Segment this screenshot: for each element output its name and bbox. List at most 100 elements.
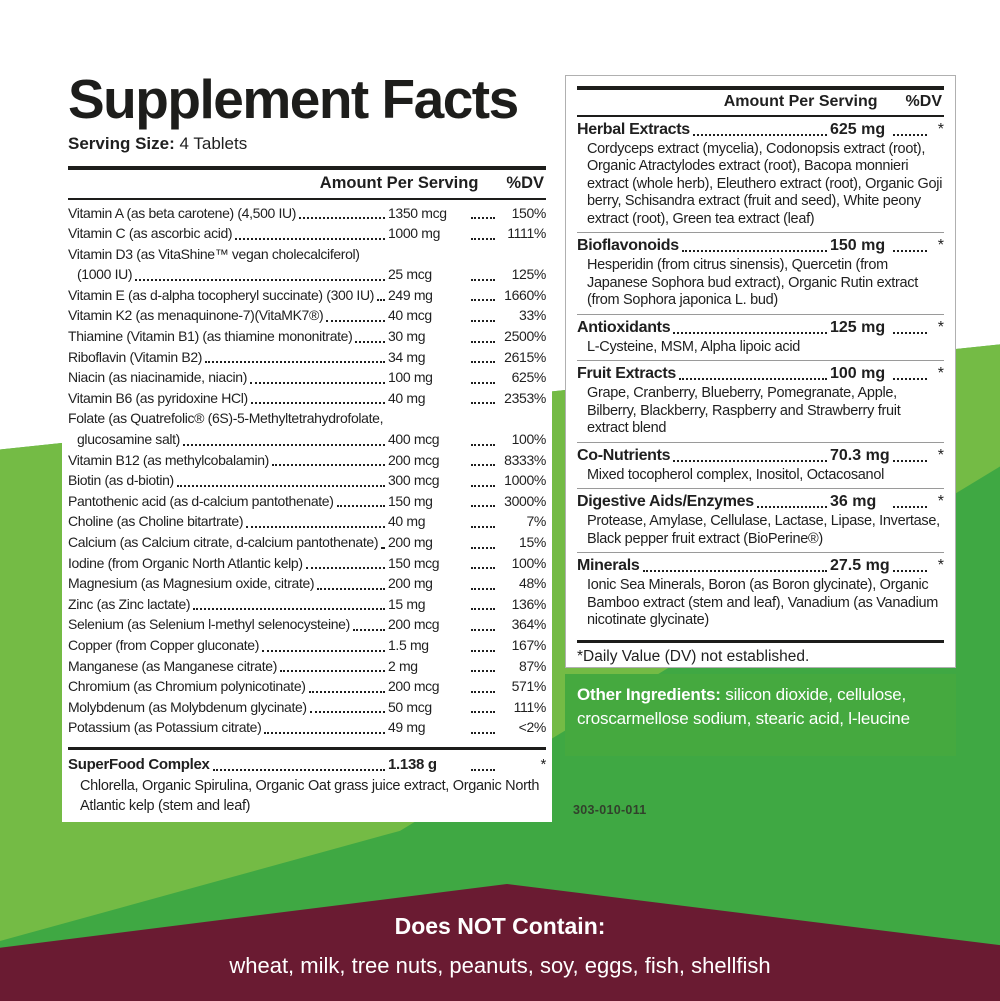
dot-leader (326, 320, 385, 323)
other-ingredients-label: Other Ingredients: (577, 685, 721, 704)
dot-leader (336, 505, 385, 508)
nutrient-dv: 87% (519, 657, 546, 674)
table-row: Chromium (as Chromium polynicotinate) 20… (68, 676, 546, 697)
table-row: Zinc (as Zinc lactate) 15 mg 136% (68, 594, 546, 615)
table-row: Vitamin C (as ascorbic acid) 1000 mg 111… (68, 223, 546, 244)
nutrient-name: Chromium (as Chromium polynicotinate) (68, 678, 306, 695)
dot-leader (250, 402, 385, 405)
table-row: Biotin (as d-biotin) 300 mcg 1000% (68, 470, 546, 491)
dot-leader (471, 505, 495, 508)
dot-leader (471, 526, 495, 528)
dot-leader (381, 546, 385, 549)
nutrient-dv: 1111% (507, 225, 546, 242)
dot-leader (193, 608, 385, 611)
nutrient-amount: 15 mg (388, 595, 426, 612)
dot-leader (471, 299, 495, 302)
dot-leader (262, 649, 385, 652)
dot-leader (893, 378, 927, 380)
dot-leader (471, 608, 495, 611)
nutrient-amount: 200 mcg (388, 678, 440, 695)
dot-leader (355, 340, 385, 343)
dot-leader (471, 237, 495, 240)
nutrient-dv: 33% (519, 307, 546, 324)
divider (68, 166, 546, 170)
nutrient-dv: 2353% (504, 389, 546, 406)
nutrient-amount: 200 mg (388, 575, 433, 592)
section-row: Co-Nutrients 70.3 mg * Mixed tocopherol … (577, 443, 944, 489)
nutrient-name: Vitamin D3 (as VitaShine™ vegan cholecal… (68, 245, 360, 262)
dot-leader (308, 690, 385, 693)
table-row: Pantothenic acid (as d-calcium pantothen… (68, 491, 546, 512)
nutrient-dv: 571% (511, 678, 547, 695)
dot-leader (471, 484, 495, 487)
nutrient-name: Biotin (as d-biotin) (68, 472, 174, 489)
nutrient-amount: 25 mcg (388, 266, 432, 283)
dot-leader (212, 769, 385, 772)
section-amount: 625 mg (830, 120, 886, 138)
nutrient-amount: 2 mg (388, 657, 418, 674)
dot-leader (309, 711, 385, 714)
dot-leader (250, 381, 385, 384)
table-row: Iodine (from Organic North Atlantic kelp… (68, 553, 546, 574)
dot-leader (471, 711, 495, 714)
dot-leader (471, 731, 495, 734)
dot-leader (642, 570, 827, 572)
nutrient-amount: 49 mg (388, 719, 426, 736)
dot-leader (673, 459, 827, 462)
dot-leader (756, 506, 827, 508)
dot-leader (271, 464, 385, 467)
other-ingredients-text: silicon dioxide, cellulose, croscarmello… (577, 685, 910, 728)
section-title: Antioxidants (577, 318, 671, 336)
nutrient-dv: 3000% (504, 492, 546, 509)
product-code: 303-010-011 (573, 803, 647, 817)
dot-leader (471, 278, 495, 281)
table-row: Vitamin A (as beta carotene) (4,500 IU) … (68, 203, 546, 224)
panel-title: Supplement Facts (68, 68, 519, 130)
nutrient-name: Vitamin K2 (as menaquinone-7)(VitaMK7®) (68, 307, 324, 324)
nutrient-amount: 300 mcg (388, 472, 440, 489)
section-row: Bioflavonoids 150 mg * Hesperidin (from … (577, 233, 944, 315)
nutrient-dv: 125% (511, 266, 547, 283)
section-ingredients: L-Cysteine, MSM, Alpha lipoic acid (587, 338, 801, 355)
amount-per-serving-header: Amount Per Serving (723, 92, 878, 110)
nutrient-dv: 100% (511, 554, 547, 571)
section-title: Fruit Extracts (577, 365, 676, 382)
supplement-facts-panel: Supplement Facts Serving Size: 4 Tablets… (62, 0, 552, 822)
table-row: Choline (as Choline bitartrate) 40 mg 7% (68, 511, 546, 532)
nutrient-dv: 48% (519, 575, 546, 592)
nutrient-dv: 2615% (504, 348, 546, 365)
dot-leader (235, 237, 385, 240)
section-amount: 36 mg (830, 493, 877, 510)
section-title: Minerals (577, 557, 640, 574)
dot-leader (471, 567, 495, 570)
superfood-dv: * (540, 756, 546, 774)
nutrient-name: Iodine (from Organic North Atlantic kelp… (68, 554, 303, 571)
dot-leader (305, 567, 385, 570)
dot-leader (471, 628, 495, 631)
nutrient-name: Copper (from Copper gluconate) (68, 636, 260, 653)
table-row: Magnesium (as Magnesium oxide, citrate) … (68, 573, 546, 594)
nutrient-amount: 40 mcg (388, 307, 432, 324)
nutrient-amount: 150 mcg (388, 554, 440, 571)
nutrient-amount: 40 mg (388, 389, 426, 406)
section-dv: * (937, 318, 944, 336)
nutrient-dv: 2500% (504, 328, 546, 345)
nutrient-name: Manganese (as Manganese citrate) (68, 657, 278, 674)
nutrient-name-line2: (1000 IU) (77, 266, 133, 283)
nutrient-name: Magnesium (as Magnesium oxide, citrate) (68, 575, 315, 592)
nutrient-dv: 1660% (504, 286, 546, 303)
nutrient-dv: 1000% (504, 472, 546, 489)
table-row: Vitamin K2 (as menaquinone-7)(VitaMK7®) … (68, 305, 546, 326)
table-row: Potassium (as Potassium citrate) 49 mg <… (68, 717, 546, 738)
table-row: Thiamine (Vitamin B1) (as thiamine monon… (68, 326, 546, 347)
section-row: Digestive Aids/Enzymes 36 mg * Protease,… (577, 489, 944, 553)
section-dv: * (937, 493, 944, 510)
amount-per-serving-header: Amount Per Serving (319, 173, 479, 192)
section-amount: 70.3 mg (830, 446, 890, 464)
nutrient-name: Zinc (as Zinc lactate) (68, 595, 191, 612)
section-title: Digestive Aids/Enzymes (577, 493, 754, 510)
nutrient-amount: 200 mcg (388, 451, 440, 468)
dot-leader (681, 250, 827, 252)
table-row: Vitamin E (as d-alpha tocopheryl succina… (68, 285, 546, 306)
nutrient-amount: 30 mg (388, 328, 426, 345)
